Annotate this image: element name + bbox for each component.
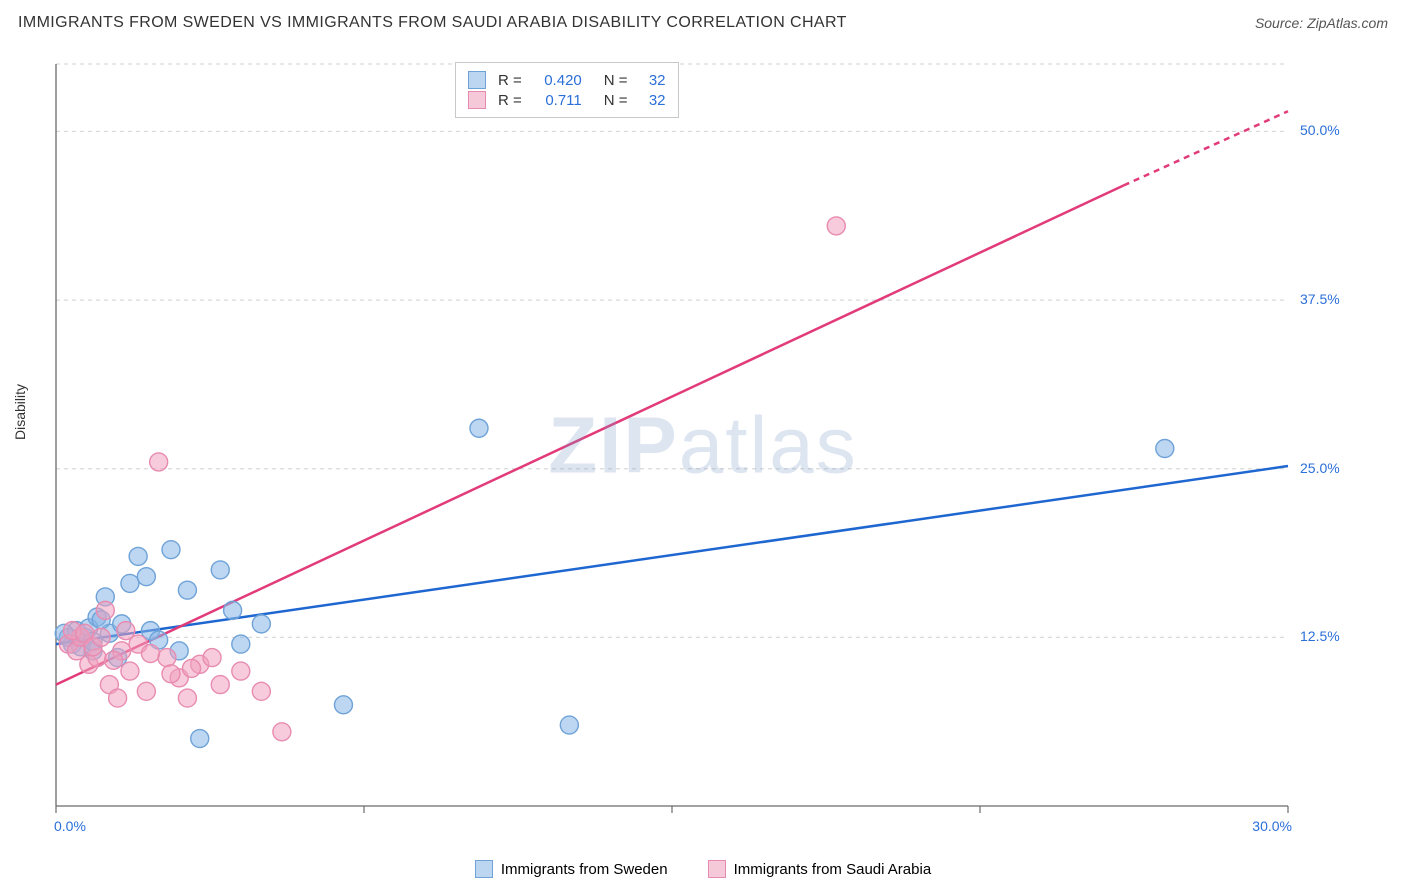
r-label: R = (498, 72, 522, 89)
n-label: N = (604, 92, 628, 109)
series-label-saudi: Immigrants from Saudi Arabia (734, 861, 932, 878)
n-value-saudi: 32 (638, 92, 666, 109)
axis-tick-label: 37.5% (1300, 291, 1340, 307)
correlation-legend: R = 0.420 N = 32 R = 0.711 N = 32 (455, 62, 679, 118)
swatch-saudi (468, 91, 486, 109)
legend-row-sweden: R = 0.420 N = 32 (468, 71, 666, 89)
chart-title: IMMIGRANTS FROM SWEDEN VS IMMIGRANTS FRO… (18, 14, 847, 32)
axis-tick-label: 12.5% (1300, 628, 1340, 644)
y-axis-label: Disability (12, 384, 28, 440)
title-bar: IMMIGRANTS FROM SWEDEN VS IMMIGRANTS FRO… (18, 14, 1388, 32)
scatter-chart (48, 60, 1358, 840)
series-label-sweden: Immigrants from Sweden (501, 861, 668, 878)
n-label: N = (604, 72, 628, 89)
plot-area: ZIPatlas R = 0.420 N = 32 R = 0.711 N = … (48, 60, 1358, 840)
r-value-sweden: 0.420 (532, 72, 582, 89)
axis-tick-label: 50.0% (1300, 122, 1340, 138)
legend-item-saudi: Immigrants from Saudi Arabia (708, 860, 932, 878)
axis-tick-label: 25.0% (1300, 460, 1340, 476)
series-legend: Immigrants from Sweden Immigrants from S… (0, 860, 1406, 878)
axis-tick-label: 0.0% (54, 818, 86, 834)
r-label: R = (498, 92, 522, 109)
source-attribution: Source: ZipAtlas.com (1255, 15, 1388, 31)
legend-item-sweden: Immigrants from Sweden (475, 860, 668, 878)
n-value-sweden: 32 (638, 72, 666, 89)
axis-tick-label: 30.0% (1252, 818, 1292, 834)
swatch-sweden (468, 71, 486, 89)
r-value-saudi: 0.711 (532, 92, 582, 109)
legend-row-saudi: R = 0.711 N = 32 (468, 91, 666, 109)
swatch-sweden (475, 860, 493, 878)
swatch-saudi (708, 860, 726, 878)
